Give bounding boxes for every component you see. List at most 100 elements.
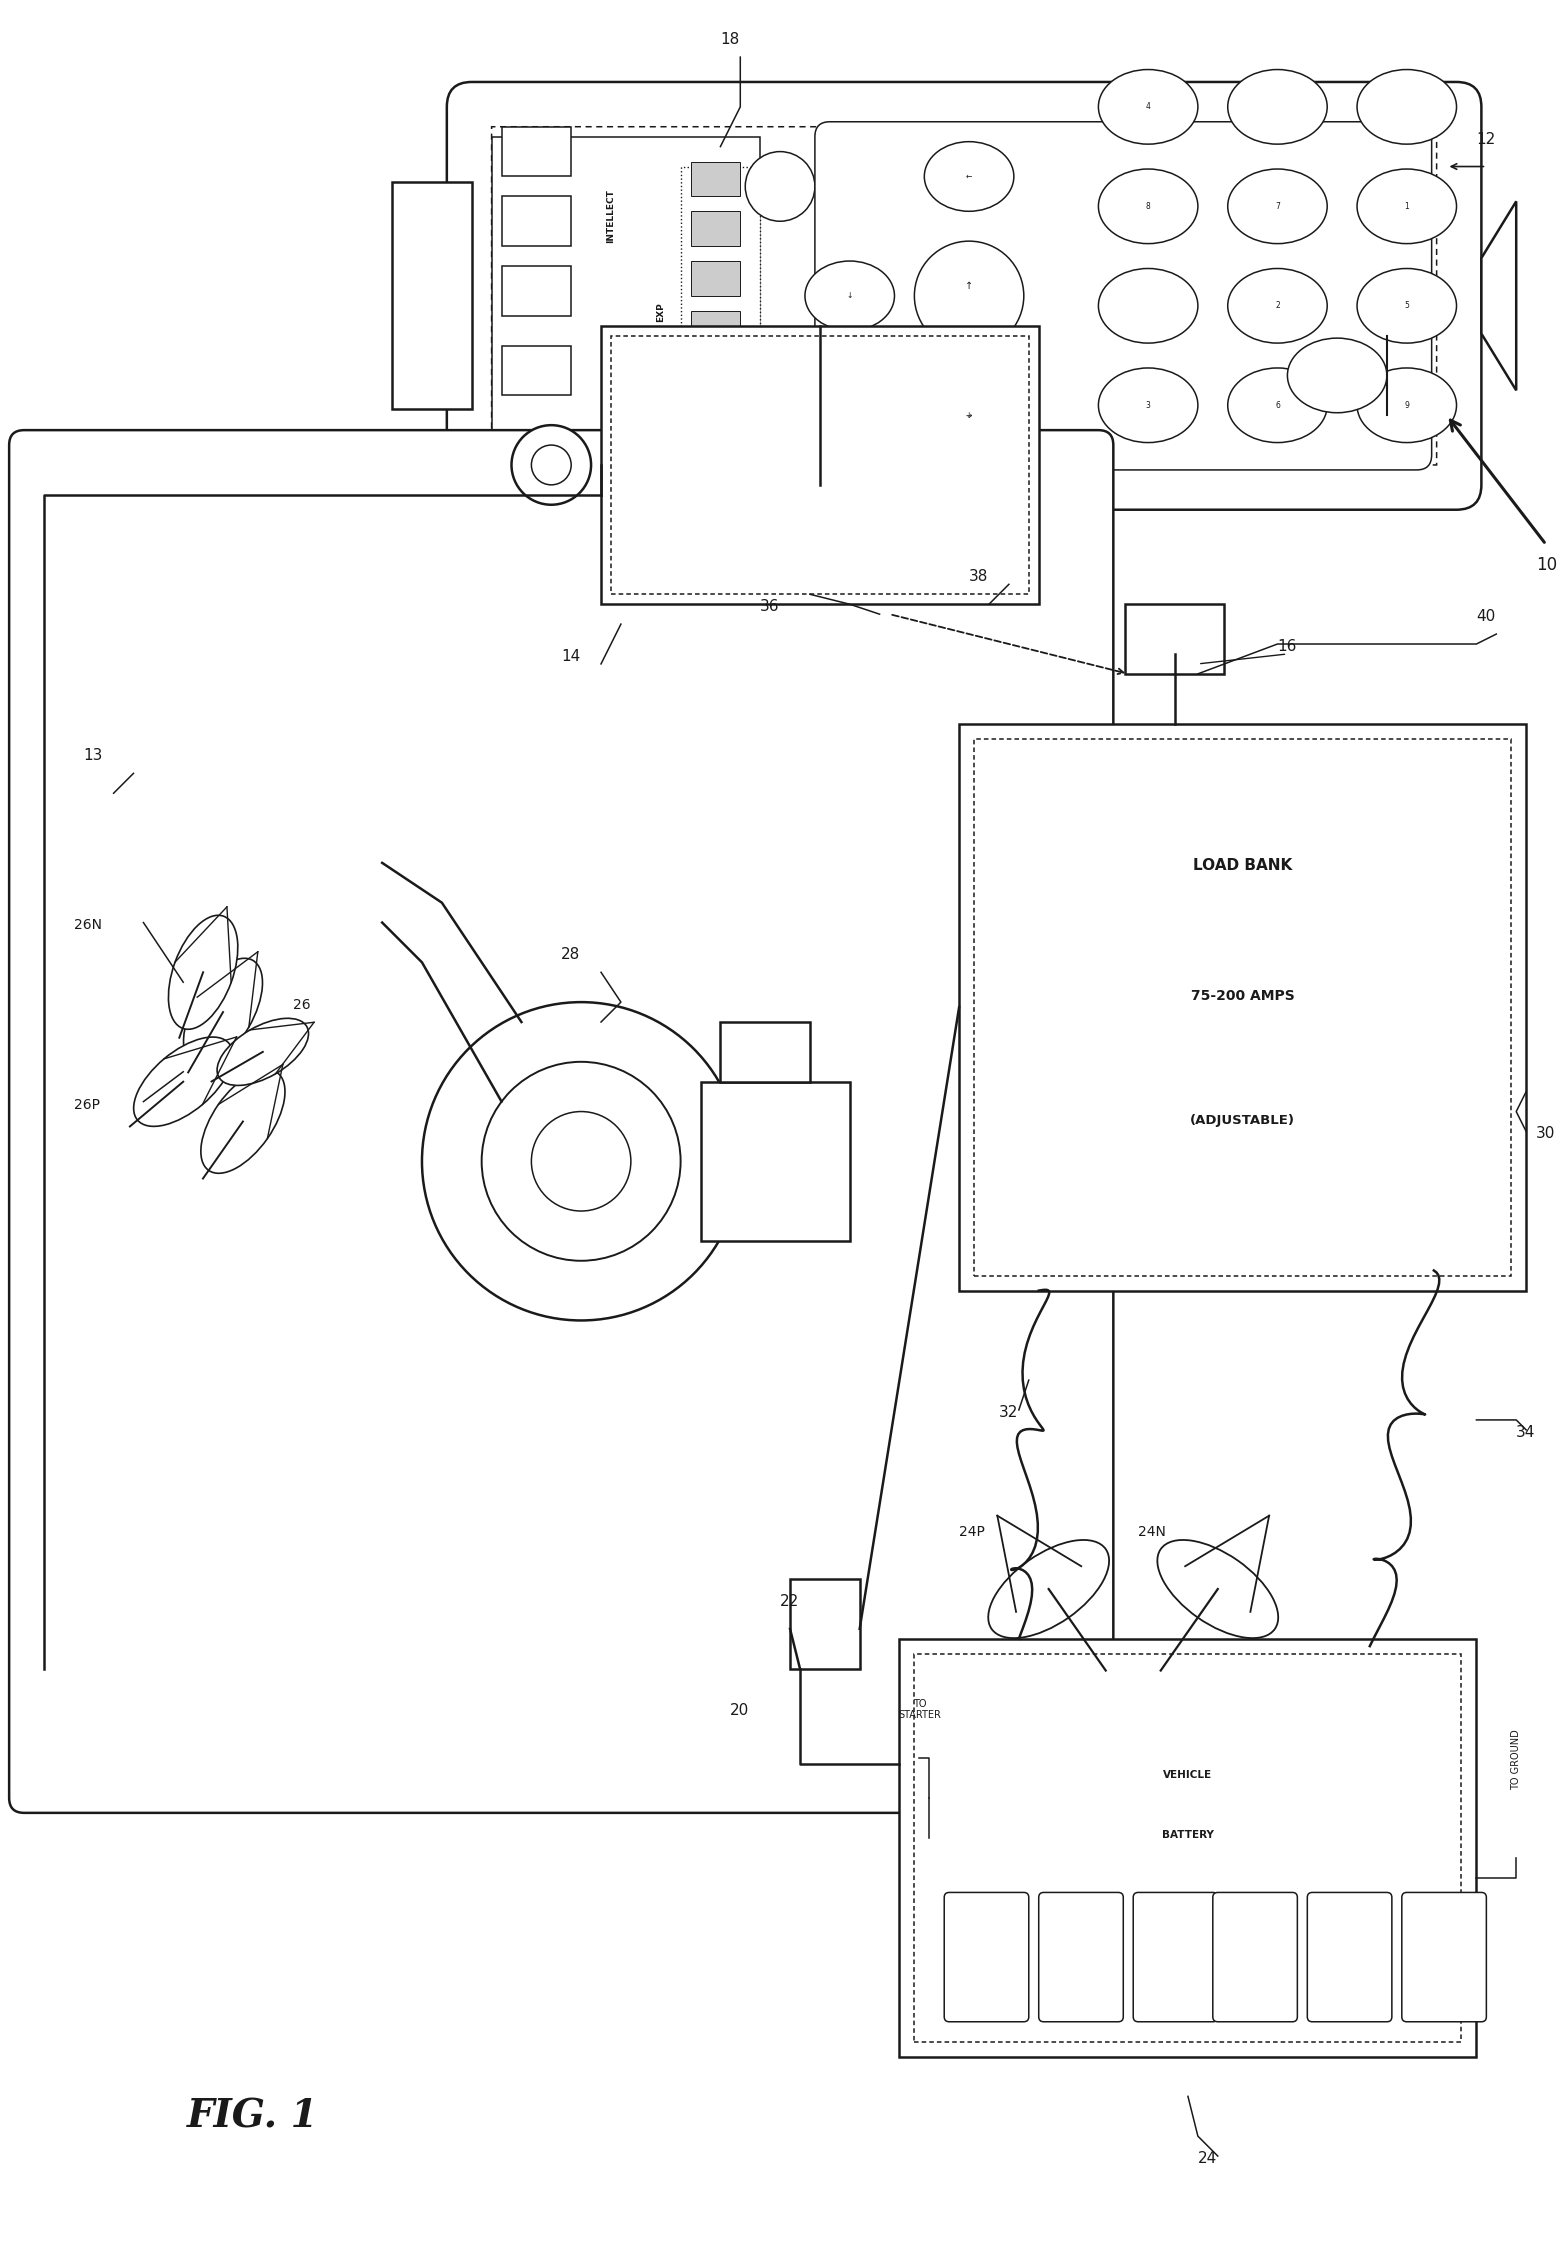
Text: 7: 7	[1275, 202, 1279, 211]
Polygon shape	[1481, 202, 1517, 390]
Text: 75-200 AMPS: 75-200 AMPS	[1190, 989, 1295, 1003]
FancyBboxPatch shape	[1039, 1893, 1123, 2021]
Text: ↓: ↓	[847, 292, 853, 301]
Circle shape	[481, 1061, 681, 1261]
Text: VEHICLE: VEHICLE	[1164, 1770, 1212, 1781]
FancyBboxPatch shape	[492, 137, 761, 455]
FancyBboxPatch shape	[815, 121, 1432, 471]
Text: →: →	[965, 410, 972, 419]
FancyBboxPatch shape	[1307, 1893, 1392, 2021]
Text: TO
STARTER: TO STARTER	[898, 1698, 940, 1720]
Ellipse shape	[1228, 168, 1328, 244]
Text: 32: 32	[1000, 1404, 1018, 1420]
Ellipse shape	[934, 370, 1004, 460]
Text: BATTERY: BATTERY	[1162, 1830, 1214, 1839]
FancyBboxPatch shape	[720, 1023, 811, 1081]
Text: 12: 12	[1476, 132, 1496, 146]
Ellipse shape	[925, 381, 1014, 451]
Text: INTELLECT: INTELLECT	[606, 188, 615, 242]
FancyBboxPatch shape	[392, 182, 472, 408]
Circle shape	[531, 444, 572, 484]
Ellipse shape	[989, 1541, 1109, 1637]
FancyBboxPatch shape	[700, 1081, 850, 1240]
FancyBboxPatch shape	[501, 128, 572, 177]
FancyBboxPatch shape	[690, 161, 740, 197]
Text: (ADJUSTABLE): (ADJUSTABLE)	[1190, 1115, 1295, 1126]
Circle shape	[511, 426, 590, 505]
Text: 3: 3	[1145, 401, 1151, 410]
Text: 2: 2	[1275, 301, 1279, 310]
Ellipse shape	[169, 915, 237, 1030]
Text: 36: 36	[761, 599, 779, 615]
Text: 5: 5	[1404, 301, 1409, 310]
Ellipse shape	[925, 141, 1014, 211]
FancyBboxPatch shape	[959, 724, 1526, 1290]
FancyBboxPatch shape	[690, 361, 740, 395]
Text: 9: 9	[1404, 401, 1409, 410]
Ellipse shape	[804, 260, 895, 330]
FancyBboxPatch shape	[900, 1640, 1476, 2057]
Text: ↑: ↑	[965, 280, 973, 292]
FancyBboxPatch shape	[601, 325, 1039, 603]
FancyBboxPatch shape	[9, 431, 1114, 1812]
FancyBboxPatch shape	[690, 312, 740, 345]
Text: 6: 6	[1275, 401, 1279, 410]
FancyBboxPatch shape	[1125, 603, 1225, 673]
Ellipse shape	[1357, 70, 1456, 144]
Ellipse shape	[184, 958, 262, 1065]
Ellipse shape	[1098, 168, 1198, 244]
Circle shape	[531, 1113, 631, 1211]
Ellipse shape	[1357, 368, 1456, 442]
Text: 34: 34	[1517, 1424, 1535, 1440]
FancyBboxPatch shape	[1212, 1893, 1298, 2021]
Text: 16: 16	[1278, 639, 1296, 655]
Text: 10: 10	[1535, 556, 1557, 574]
FancyBboxPatch shape	[501, 267, 572, 316]
Text: FIG. 1: FIG. 1	[187, 2097, 319, 2135]
FancyBboxPatch shape	[447, 83, 1481, 509]
FancyBboxPatch shape	[943, 1893, 1029, 2021]
Ellipse shape	[201, 1070, 284, 1173]
Ellipse shape	[1098, 70, 1198, 144]
Circle shape	[422, 1003, 740, 1321]
Ellipse shape	[1228, 269, 1328, 343]
FancyBboxPatch shape	[501, 345, 572, 395]
Ellipse shape	[134, 1036, 233, 1126]
FancyBboxPatch shape	[790, 1579, 859, 1669]
Text: TO GROUND: TO GROUND	[1510, 1729, 1521, 1790]
Text: EXP: EXP	[656, 303, 665, 321]
Text: 1: 1	[1404, 202, 1409, 211]
Text: 20: 20	[731, 1702, 750, 1718]
FancyBboxPatch shape	[1132, 1893, 1218, 2021]
Text: ←: ←	[965, 173, 972, 182]
Text: 26N: 26N	[73, 917, 102, 933]
Text: 18: 18	[720, 31, 740, 47]
Text: 38: 38	[968, 570, 989, 585]
Text: LOAD BANK: LOAD BANK	[1193, 857, 1292, 873]
FancyBboxPatch shape	[681, 166, 761, 426]
Text: 40: 40	[1476, 610, 1496, 624]
Text: 8: 8	[1147, 202, 1151, 211]
Text: 22: 22	[779, 1595, 800, 1608]
Text: 30: 30	[1535, 1126, 1556, 1142]
Ellipse shape	[1157, 1541, 1278, 1637]
Text: 24P: 24P	[959, 1525, 986, 1539]
Circle shape	[914, 242, 1023, 350]
Ellipse shape	[1228, 70, 1328, 144]
Ellipse shape	[1287, 339, 1387, 413]
Text: 13: 13	[84, 749, 103, 763]
Text: ↓: ↓	[965, 410, 972, 419]
FancyBboxPatch shape	[690, 260, 740, 296]
FancyBboxPatch shape	[1401, 1893, 1487, 2021]
Text: 24: 24	[1198, 2151, 1217, 2167]
FancyBboxPatch shape	[690, 211, 740, 247]
Text: 26: 26	[292, 998, 311, 1012]
Ellipse shape	[1098, 368, 1198, 442]
Ellipse shape	[1357, 168, 1456, 244]
Text: 4: 4	[1145, 103, 1151, 112]
Text: 14: 14	[561, 648, 581, 664]
Ellipse shape	[1357, 269, 1456, 343]
Ellipse shape	[1098, 269, 1198, 343]
Circle shape	[745, 153, 815, 222]
Text: 24N: 24N	[1139, 1525, 1167, 1539]
